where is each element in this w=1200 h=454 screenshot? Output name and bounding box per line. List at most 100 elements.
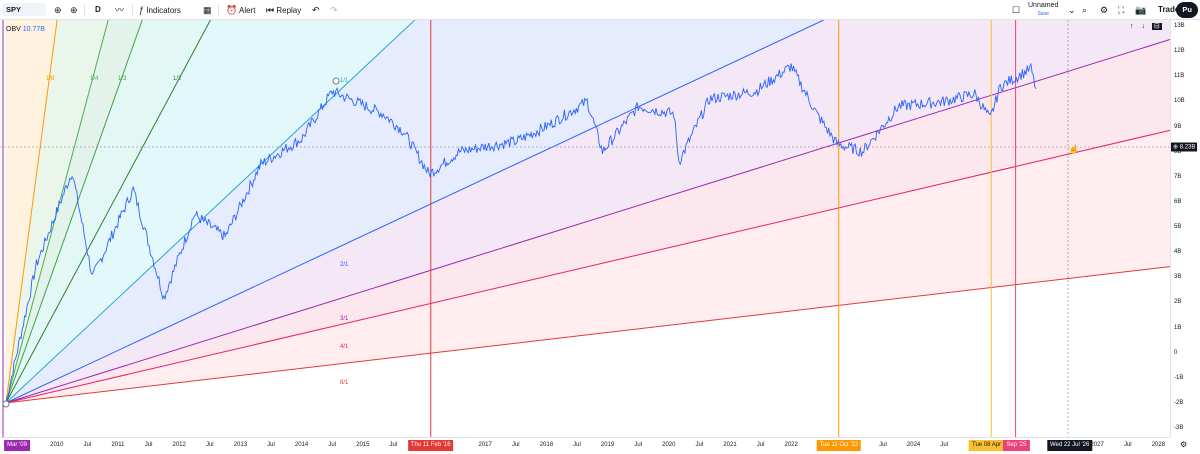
axis-controls: ↑ ↓ ⊟ [1130, 22, 1162, 30]
chevron-down-icon[interactable]: ⌄ [1068, 5, 1076, 15]
redo-icon[interactable]: ↷ [330, 5, 338, 15]
time-tick-label: 2015 [356, 442, 370, 448]
indicators-icon: ƒ [139, 5, 145, 15]
price-tick-label: 2B [1174, 299, 1182, 306]
time-tick-label: Jul [389, 442, 398, 448]
replay-button[interactable]: ⏮ Replay [266, 0, 301, 20]
time-tick-label: Jul [756, 442, 765, 448]
replay-icon: ⏮ [266, 5, 275, 15]
add-symbol-icon[interactable]: ⊕ [70, 5, 78, 15]
time-tick-label: Jul [205, 442, 214, 448]
fullscreen-icon[interactable]: ⛶ [1118, 5, 1125, 15]
symbol-search[interactable]: SPY [2, 3, 46, 16]
chart-type-icon[interactable]: 〰 [115, 5, 125, 15]
chart-canvas[interactable]: ☝ [0, 20, 1170, 437]
gann-fan-line[interactable] [5, 20, 109, 404]
indicator-name: OBV [6, 26, 21, 33]
top-toolbar: SPY ⊕ ⊕ D 〰 ƒ Indicators ▦ ⏰ Alert ⏮ Rep… [0, 0, 1200, 20]
time-tick-label: 2020 [662, 442, 676, 448]
cursor-icon: ☝ [1068, 143, 1079, 155]
price-tick-label: 6B [1174, 198, 1182, 205]
interval-button[interactable]: D [95, 5, 101, 14]
time-tick-label: Jul [879, 442, 887, 448]
time-tick-label: Jul [144, 442, 153, 448]
fan-ratio-label: 1/2 [173, 76, 182, 82]
time-tick-label: Jul [1123, 442, 1132, 448]
gann-fan-line[interactable] [5, 20, 211, 404]
price-tick-label: 3B [1174, 274, 1182, 281]
time-tick-label: 2027 [1090, 442, 1104, 448]
price-tick-label: -1B [1174, 374, 1184, 381]
fan-ratio-label: 1/3 [118, 76, 127, 82]
price-tick-label: 10B [1174, 98, 1185, 105]
layout-name: Unnamed [1028, 2, 1059, 9]
gann-fan-line[interactable] [5, 20, 143, 404]
axis-settings-icon[interactable]: ⚙ [1180, 440, 1188, 449]
time-tick-label: Jul [267, 442, 275, 448]
fan-origin-handle[interactable] [2, 400, 10, 408]
divider [84, 4, 85, 16]
divider [132, 4, 133, 16]
indicator-value: 10.77B [22, 26, 45, 33]
time-tick-label: 2024 [906, 442, 921, 448]
trade-button[interactable]: Trade [1158, 5, 1180, 14]
gann-fan-line[interactable] [5, 20, 58, 403]
gann-fan-line[interactable] [5, 20, 416, 404]
fan-ratio-label: 3/1 [340, 316, 349, 322]
replay-label: Replay [276, 6, 302, 15]
indicators-button[interactable]: ƒ Indicators [139, 0, 181, 20]
arrow-down-icon[interactable]: ↓ [1141, 23, 1145, 30]
fan-ratio-label: 1/1 [340, 78, 349, 84]
price-tick-label: 4B [1174, 249, 1182, 256]
layout-name-button[interactable]: Unnamed Save [1028, 1, 1058, 19]
indicators-label: Indicators [146, 6, 181, 15]
layout-icon[interactable]: ☐ [1012, 5, 1021, 15]
quick-search-icon[interactable]: ⌕ [1082, 5, 1088, 15]
time-tick-label: 2011 [111, 442, 125, 448]
price-axis[interactable]: 13B 12B 11B 10B 9B 8B 7B 6B 5B 4B 3B 2B 1B 0 -1B -2B -3B… [1170, 20, 1200, 437]
compare-icon[interactable]: ⊕ [54, 5, 62, 15]
time-tick-label: 2018 [539, 442, 554, 448]
divider [218, 4, 219, 16]
fan-end-handle[interactable] [332, 77, 340, 85]
price-tick-label: 13B [1174, 23, 1185, 29]
alert-button[interactable]: ⏰ Alert [226, 0, 255, 20]
collapse-icon[interactable]: ⊟ [1151, 23, 1162, 30]
indicator-legend[interactable]: OBV 10.77B [6, 26, 45, 33]
time-tick-label: Jul [328, 442, 337, 448]
price-tick-label: 11B [1174, 73, 1185, 80]
symbol-text: SPY [6, 5, 22, 14]
price-tick-label: 8B [1174, 148, 1182, 155]
gann-fan-line[interactable] [5, 266, 1170, 404]
time-tick-label: Jul [695, 442, 704, 448]
gann-fan-line[interactable] [5, 39, 1170, 404]
time-axis[interactable]: 2010 Jul 2011 Jul 2012 Jul 2013 Jul 2014 Jul 2015 J… [0, 437, 1170, 454]
settings-icon[interactable]: ⚙ [1100, 5, 1109, 15]
publish-button[interactable]: Pu [1176, 2, 1198, 18]
fan-ratio-label: 8/1 [340, 380, 349, 386]
time-tick-label: 2017 [478, 442, 492, 448]
time-tick-label: Jul [511, 442, 520, 448]
time-highlight-label: Tue 08 Apr '25 [969, 440, 1014, 451]
time-highlight-label: Sep '25 [1003, 440, 1030, 451]
time-tick-label: 2013 [233, 442, 248, 448]
arrow-up-icon[interactable]: ↑ [1130, 23, 1134, 30]
gann-fan-lines [2, 20, 1170, 437]
camera-icon[interactable]: 📷 [1135, 5, 1147, 15]
templates-icon[interactable]: ▦ [203, 5, 212, 15]
price-tick-label: 0 [1174, 349, 1178, 356]
alarm-icon: ⏰ [226, 5, 238, 15]
gann-fan-line[interactable] [5, 20, 824, 404]
undo-icon[interactable]: ↶ [312, 5, 320, 15]
gann-fan-line[interactable] [5, 129, 1170, 404]
fan-ratio-label: 4/1 [340, 344, 349, 350]
vertical-lines [430, 20, 1017, 437]
fan-ratio-label: 1/8 [46, 76, 55, 82]
time-tick-label: Jul [634, 442, 643, 448]
alert-label: Alert [239, 6, 256, 15]
price-tick-label: -3B [1174, 425, 1184, 431]
time-tick-label: Jul [83, 442, 92, 448]
price-tick-label: 5B [1174, 224, 1182, 230]
obv-series-line [5, 62, 1037, 404]
price-tick-label: 7B [1174, 173, 1182, 180]
